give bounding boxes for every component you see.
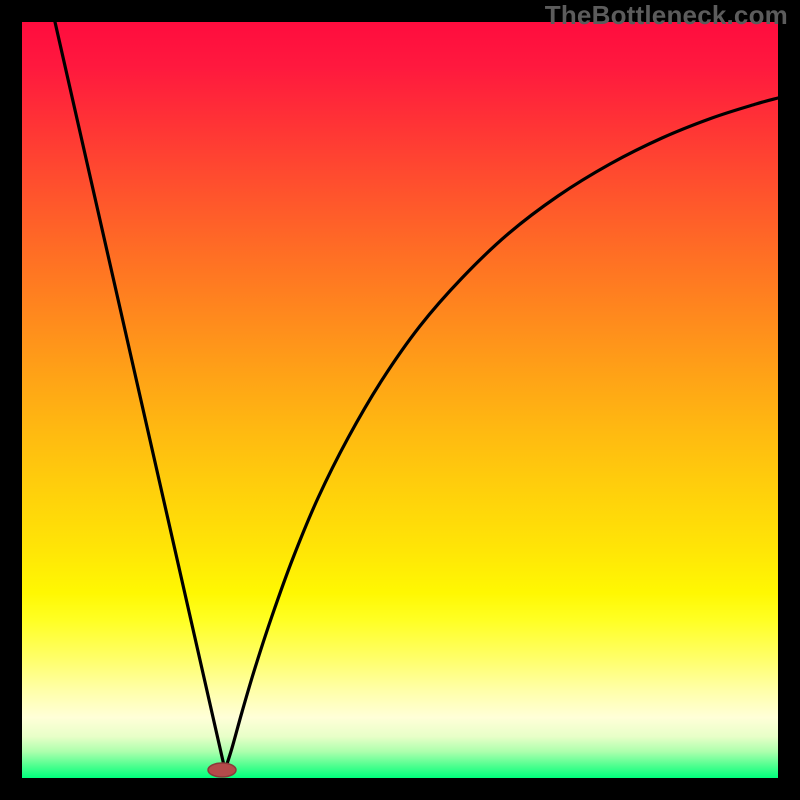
optimum-marker (208, 763, 236, 777)
chart-container: TheBottleneck.com (0, 0, 800, 800)
bottleneck-chart (0, 0, 800, 800)
